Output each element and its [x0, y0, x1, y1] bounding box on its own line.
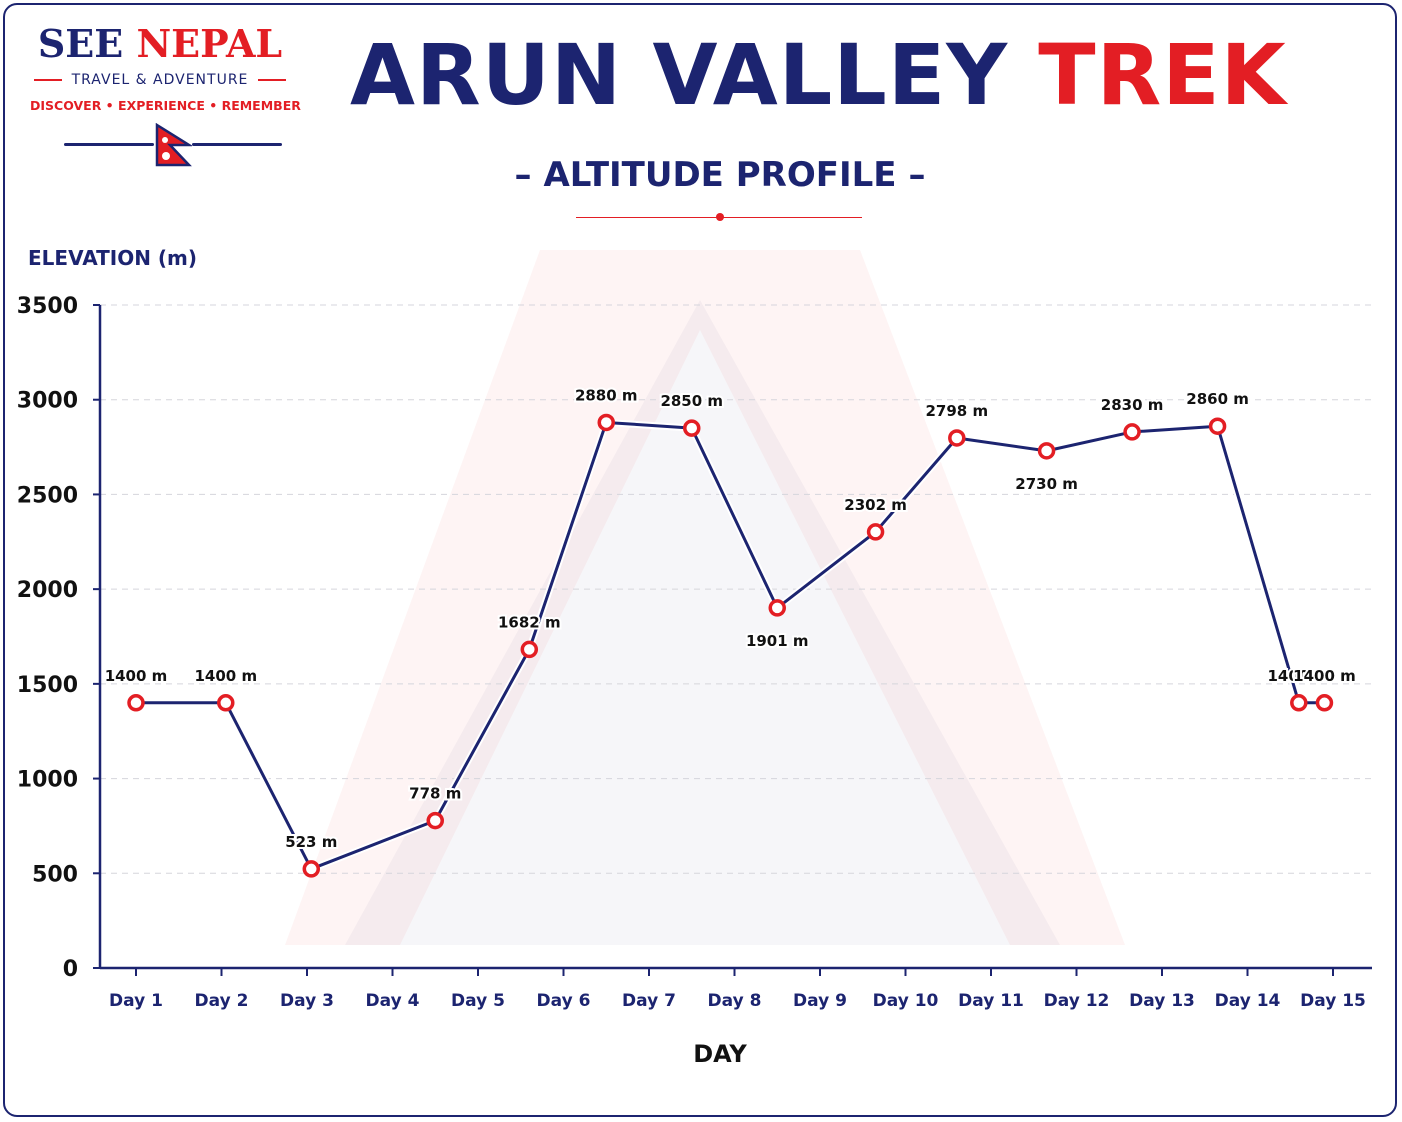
x-tick-label: Day 1 [109, 991, 163, 1011]
data-point [1290, 694, 1308, 712]
x-tick-label: Day 7 [622, 991, 676, 1011]
data-label: 523 m [285, 833, 337, 851]
brand-name-part1: SEE [37, 21, 124, 66]
data-point [683, 419, 701, 437]
subtitle-row: – ALTITUDE PROFILE – [440, 152, 1000, 198]
tagline-rule-left [33, 79, 62, 81]
title-part1: ARUN VALLEY [350, 26, 1009, 124]
y-tick-label: 2000 [17, 578, 78, 603]
data-label: 1400 m [194, 667, 257, 685]
y-tick-label: 1000 [17, 768, 78, 793]
data-label: 2850 m [660, 392, 723, 410]
subtitle-dot [716, 213, 724, 221]
brand-tagline: TRAVEL & ADVENTURE [71, 72, 249, 88]
title-part2: TREK [1038, 26, 1287, 124]
data-label: 2302 m [844, 496, 907, 514]
data-point [217, 694, 235, 712]
data-label: 1400 m [1293, 667, 1356, 685]
flag-line-right [192, 143, 282, 146]
data-label: 2730 m [1015, 475, 1078, 493]
data-point [866, 523, 885, 541]
data-label: 1901 m [746, 632, 809, 650]
y-tick-label: 2500 [17, 483, 78, 508]
x-tick-label: Day 14 [1215, 991, 1281, 1011]
data-label: 1400 m [105, 667, 168, 685]
data-point [520, 640, 539, 659]
subtitle-dash-right: – [908, 155, 926, 195]
y-tick-label: 3500 [17, 294, 78, 319]
data-point [768, 599, 786, 617]
y-tick-label: 500 [32, 862, 78, 887]
data-label: 778 m [409, 785, 461, 803]
tagline-rule-right [258, 79, 287, 81]
data-point [1315, 694, 1334, 712]
data-point [1123, 423, 1141, 441]
x-tick-label: Day 15 [1300, 991, 1366, 1011]
flag-line-left [64, 143, 154, 146]
nepal-flag-icon [155, 123, 192, 167]
y-tick-label: 1500 [17, 673, 78, 698]
watermark-mountain-icon [345, 300, 1060, 945]
page-frame [3, 3, 1397, 1117]
x-tick-label: Day 3 [280, 991, 334, 1011]
data-point [1037, 442, 1056, 460]
x-tick-label: Day 9 [793, 991, 847, 1011]
data-point [426, 811, 444, 830]
x-tick-label: Day 2 [195, 991, 249, 1011]
x-tick-label: Day 11 [958, 991, 1024, 1011]
x-tick-label: Day 6 [537, 991, 591, 1011]
brand-logo: SEE NEPAL TRAVEL & ADVENTURE DISCOVER • … [30, 22, 301, 167]
watermark-peak-icon [285, 250, 1125, 945]
brand-name-part2: NEPAL [136, 21, 283, 66]
x-tick-label: Day 8 [708, 991, 762, 1011]
page-title: ARUN VALLEY TREK [350, 20, 1286, 130]
brand-name: SEE NEPAL [30, 22, 290, 66]
page-subtitle: ALTITUDE PROFILE [543, 155, 897, 195]
data-label: 2860 m [1186, 390, 1249, 408]
brand-tagline-row: TRAVEL & ADVENTURE [30, 72, 290, 88]
data-point [1208, 417, 1227, 435]
data-label: 1400 m [1267, 667, 1330, 685]
x-tick-label: Day 5 [451, 991, 505, 1011]
data-label: 1682 m [498, 613, 561, 631]
x-tick-label: Day 4 [366, 991, 420, 1011]
data-point [302, 860, 321, 878]
subtitle-dash-left: – [514, 155, 532, 195]
data-label: 2880 m [575, 386, 638, 404]
x-tick-label: Day 12 [1044, 991, 1110, 1011]
brand-motto: DISCOVER • EXPERIENCE • REMEMBER [30, 98, 301, 113]
x-tick-label: Day 10 [873, 991, 939, 1011]
data-point [597, 413, 615, 432]
data-label: 2830 m [1101, 396, 1164, 414]
data-point [948, 429, 966, 447]
x-tick-label: Day 13 [1129, 991, 1195, 1011]
data-label: 2798 m [925, 402, 988, 420]
y-tick-label: 3000 [17, 389, 78, 414]
flag-row [30, 121, 290, 167]
data-point [127, 694, 145, 712]
x-axis-label: DAY [693, 1040, 747, 1068]
y-tick-label: 0 [63, 957, 78, 982]
y-axis-label: ELEVATION (m) [28, 246, 198, 270]
